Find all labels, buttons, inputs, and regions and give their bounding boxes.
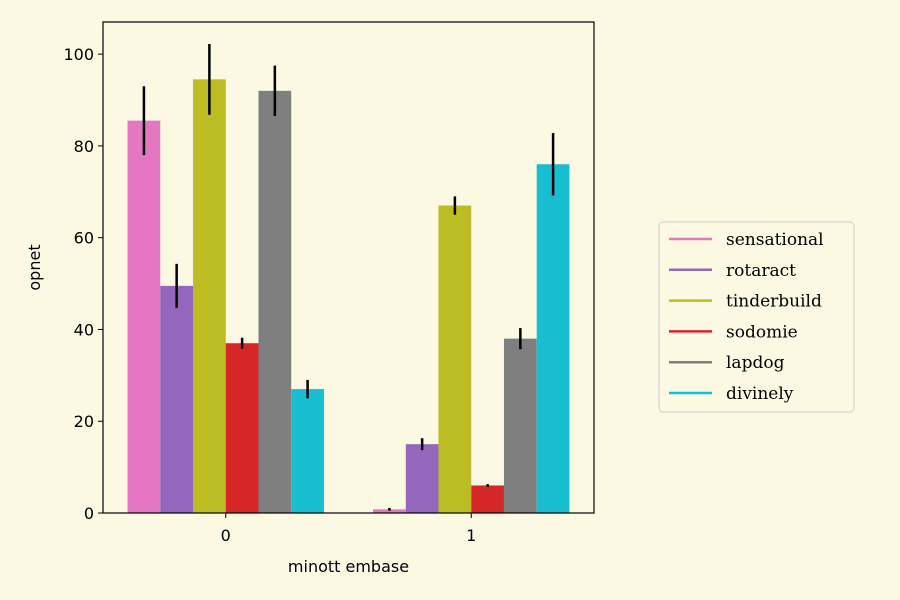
y-tick-label: 80 bbox=[74, 137, 94, 156]
legend-label: divinely bbox=[726, 384, 794, 404]
bar-sensational-1 bbox=[373, 509, 406, 513]
bars-group bbox=[127, 79, 570, 514]
y-tick-label: 20 bbox=[74, 412, 94, 431]
legend-label: sodomie bbox=[726, 322, 798, 342]
bar-sodomie-1 bbox=[471, 485, 504, 513]
legend: sensational rotaract tinderbuild sodomie lap… bbox=[658, 221, 855, 413]
y-tick-label: 0 bbox=[84, 504, 94, 523]
legend-label: tinderbuild bbox=[726, 292, 822, 312]
y-tick-label: 60 bbox=[74, 229, 94, 248]
bar-sensational-0 bbox=[127, 120, 161, 514]
bar-rotaract-1 bbox=[405, 444, 439, 513]
legend-item-lapdog: lapdog bbox=[669, 353, 785, 373]
legend-item-rotaract: rotaract bbox=[669, 261, 796, 281]
legend-item-divinely: divinely bbox=[669, 384, 794, 404]
error-bars-group bbox=[142, 44, 555, 511]
bar-sodomie-0 bbox=[225, 343, 259, 513]
bar-divinely-1 bbox=[536, 164, 570, 514]
y-tick-label: 40 bbox=[74, 320, 94, 339]
bar-divinely-0 bbox=[291, 389, 324, 513]
x-tick-label: 0 bbox=[221, 526, 231, 545]
x-tick-label: 1 bbox=[466, 526, 476, 545]
legend-label: lapdog bbox=[726, 353, 785, 373]
legend-item-sodomie: sodomie bbox=[669, 322, 798, 342]
legend-item-sensational: sensational bbox=[669, 230, 824, 250]
legend-label: rotaract bbox=[726, 261, 796, 281]
plot-area-frame bbox=[102, 21, 595, 514]
bar-rotaract-0 bbox=[160, 285, 194, 513]
y-axis-label: opnet bbox=[25, 244, 44, 290]
bar-tinderbuild-1 bbox=[438, 205, 472, 514]
x-axis-label: minott embase bbox=[288, 557, 409, 576]
bar-lapdog-1 bbox=[503, 338, 537, 513]
bar-lapdog-0 bbox=[258, 90, 292, 513]
legend-label: sensational bbox=[726, 230, 824, 250]
legend-item-tinderbuild: tinderbuild bbox=[669, 292, 822, 312]
bar-tinderbuild-0 bbox=[193, 79, 226, 514]
y-tick-label: 100 bbox=[63, 45, 94, 64]
y-axis: 0 20 40 60 80 100 bbox=[63, 45, 103, 523]
